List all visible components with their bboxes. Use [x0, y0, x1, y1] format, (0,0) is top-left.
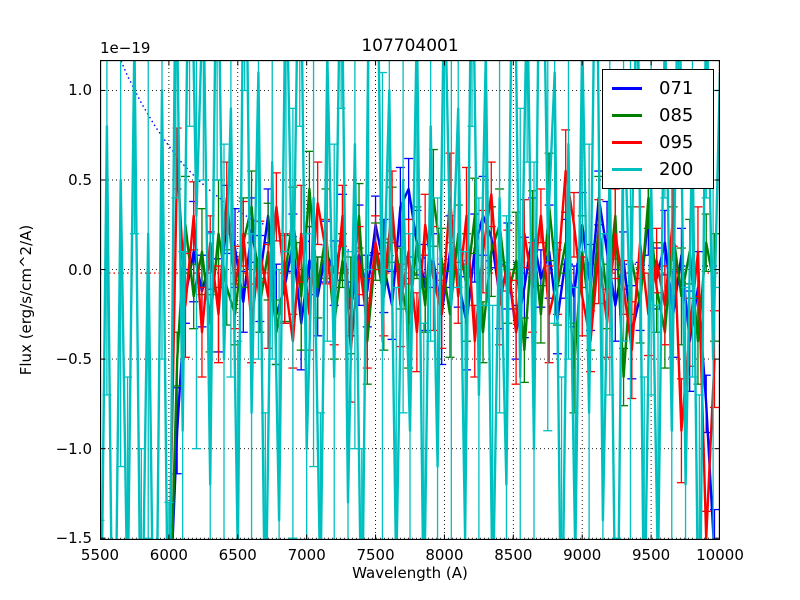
x-tick-label: 5500 [80, 546, 120, 564]
legend-label-200: 200 [659, 158, 694, 180]
plot-area [100, 60, 720, 540]
legend-line-swatch-071 [612, 87, 642, 90]
y-tick-label: −1.0 [55, 439, 92, 458]
legend-item-095: 095 [612, 131, 704, 153]
legend-line-swatch-095 [612, 141, 642, 144]
chart-title: 107704001 [361, 36, 459, 56]
legend-item-071: 071 [612, 77, 704, 99]
plot-canvas [100, 60, 720, 540]
y-tick-label: 1.0 [68, 81, 92, 100]
legend-item-085: 085 [612, 104, 704, 126]
y-axis-label: Flux (erg/s/cm^2/A) [17, 224, 35, 376]
x-axis-label: Wavelength (A) [352, 564, 468, 582]
y-tick-label: −0.5 [55, 350, 92, 369]
legend-label-085: 085 [659, 104, 694, 126]
legend: 071 085 095 200 [602, 69, 714, 189]
x-tick-label: 10000 [696, 546, 744, 564]
x-tick-label: 7000 [287, 546, 326, 564]
x-tick-label: 6500 [218, 546, 257, 564]
legend-item-200: 200 [612, 158, 704, 180]
legend-line-swatch-085 [612, 114, 642, 117]
legend-label-071: 071 [659, 77, 694, 99]
x-tick-label: 7500 [356, 546, 395, 564]
x-tick-label: 9000 [563, 546, 602, 564]
y-tick-label: 0.5 [68, 171, 92, 189]
x-tick-label: 8500 [494, 546, 533, 564]
x-tick-label: 8000 [425, 546, 464, 564]
x-tick-label: 9500 [632, 546, 671, 564]
legend-line-swatch-200 [612, 168, 642, 171]
x-tick-label: 6000 [149, 546, 188, 564]
y-tick-label: 0.0 [68, 260, 92, 279]
y-axis-offset-label: 1e−19 [100, 39, 151, 57]
legend-label-095: 095 [659, 131, 694, 153]
y-tick-label: −1.5 [55, 529, 92, 548]
